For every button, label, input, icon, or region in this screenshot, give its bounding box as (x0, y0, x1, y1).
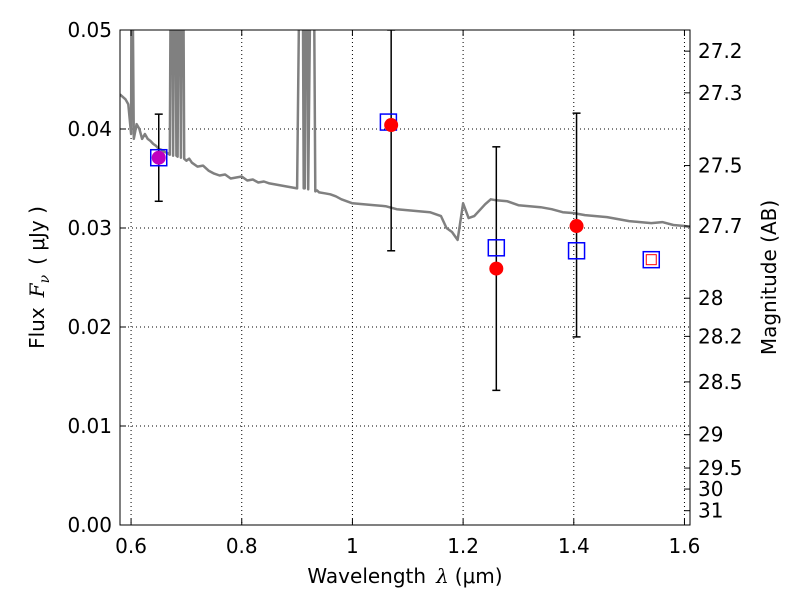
model-photometry-square (567, 242, 586, 260)
y-tick-label: 0.01 (67, 414, 112, 438)
axes: 0.6 0.8 1 1.2 1.4 1.6 0.00 0.01 0.02 0.03 0.04 0.05… (25, 18, 781, 588)
mag-tick-label: 27.7 (698, 214, 743, 238)
mag-tick-label: 28.5 (698, 370, 743, 394)
y-tick-label: 0.05 (67, 18, 112, 42)
mag-tick-label: 30 (698, 477, 723, 501)
y-axis-title: Flux Fν ( μJy ) (25, 206, 53, 349)
x-axis-title-prefix: Wavelength (307, 564, 426, 588)
upper-limit-marker (645, 254, 657, 266)
x-tick-label: 1.4 (558, 534, 590, 558)
markers (149, 113, 661, 276)
y-axis-title-subscript: ν (37, 274, 53, 283)
y-axis-title-unit: ( μJy ) (25, 206, 49, 265)
model-photometry-square (487, 239, 506, 257)
mag-tick-label: 29 (698, 423, 723, 447)
x-axis-title: Wavelength λ (μm) (307, 564, 502, 588)
observed-point (489, 261, 504, 276)
y-tick-label: 0.00 (67, 513, 112, 537)
x-tick-label: 0.8 (226, 534, 258, 558)
observed-point (384, 118, 399, 133)
mag-tick-label: 31 (698, 499, 723, 523)
mag-tick-label: 27.5 (698, 154, 743, 178)
model-photometry-square (642, 250, 661, 269)
mag-tick-label: 28 (698, 286, 723, 310)
y-axis-title-symbol: F (25, 282, 49, 298)
y-tick-label: 0.03 (67, 216, 112, 240)
x-tick-label: 1.6 (669, 534, 701, 558)
mag-tick-label: 28.2 (698, 324, 743, 348)
y-tick-label: 0.02 (67, 315, 112, 339)
x-tick-label: 1 (346, 534, 359, 558)
mag-tick-label: 27.2 (698, 39, 743, 63)
mag-tick-label: 27.3 (698, 81, 743, 105)
observed-point (569, 219, 584, 234)
x-axis-title-symbol: λ (435, 564, 449, 588)
x-tick-label: 1.2 (447, 534, 479, 558)
model-photometry-square (149, 148, 168, 167)
x-axis-title-unit: (μm) (455, 564, 503, 588)
x-tick-label: 0.6 (115, 534, 147, 558)
y-axis-title-prefix: Flux (25, 307, 49, 349)
observed-point (151, 150, 166, 165)
y-tick-label: 0.04 (67, 117, 112, 141)
mag-tick-label: 29.5 (698, 456, 743, 480)
y2-axis-title: Magnitude (AB) (757, 200, 781, 355)
plot-frame (119, 29, 691, 526)
